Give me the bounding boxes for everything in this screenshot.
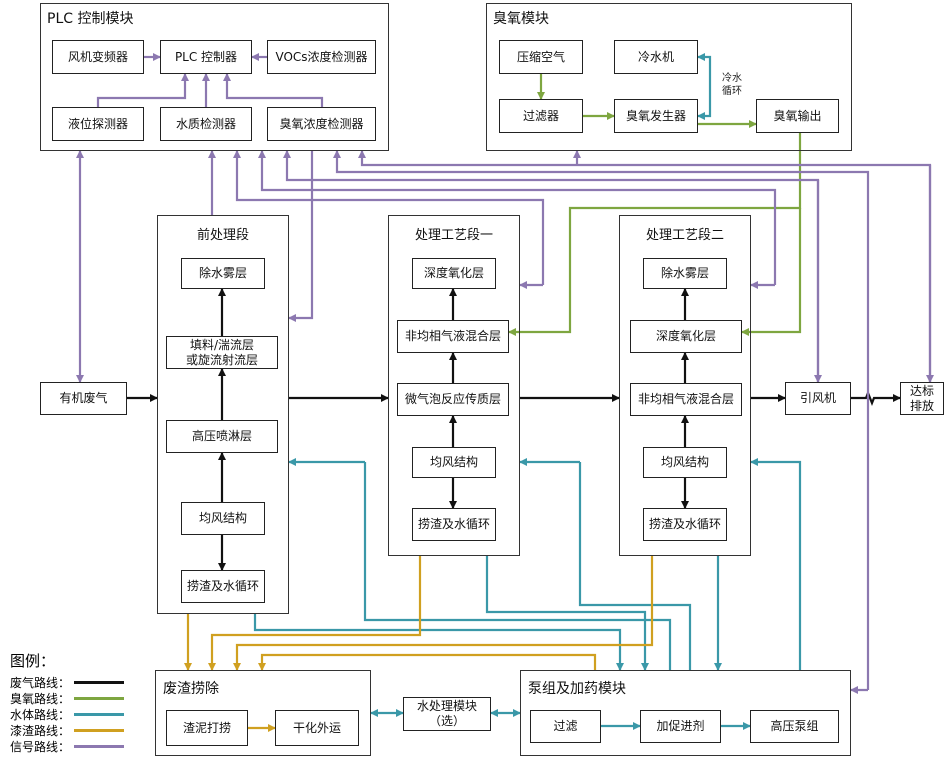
box-pre-wind: 均风结构 (181, 502, 265, 535)
box-pre-demist: 除水雾层 (181, 258, 265, 289)
box-o3-out: 臭氧输出 (756, 99, 839, 133)
water-line (697, 53, 712, 120)
signal-line (96, 73, 189, 107)
box-vocs: VOCs浓度检测器 (267, 40, 376, 74)
box-s1-deep: 深度氧化层 (412, 258, 496, 289)
slag-removal-module (155, 670, 371, 756)
water-line (750, 458, 802, 670)
ozone-module-title: 臭氧模块 (493, 11, 549, 27)
box-chiller: 冷水机 (614, 40, 698, 74)
pretreatment-title: 前处理段 (196, 228, 249, 243)
box-air: 压缩空气 (499, 40, 583, 74)
legend-swatch (74, 680, 125, 684)
signal-line (233, 150, 545, 285)
legend-label: 漆渣路线： (10, 723, 71, 738)
slag-line (233, 556, 654, 671)
box-pre-spray: 高压喷淋层 (166, 420, 278, 453)
box-s2-deep: 深度氧化层 (630, 320, 742, 353)
legend-swatch (74, 696, 125, 700)
legend-item: 废气路线： (10, 674, 125, 690)
slag-line (258, 653, 597, 671)
legend-item: 臭氧路线： (10, 690, 125, 706)
slag-line (208, 556, 422, 671)
box-fan: 引风机 (785, 382, 851, 415)
box-fan-vfd: 风机变频器 (52, 40, 144, 74)
water-line (363, 462, 672, 670)
box-pre-pack: 填料/湍流层 或旋流射流层 (166, 336, 278, 369)
legend-item: 水体路线： (10, 706, 125, 722)
box-s1-slag: 捞渣及水循环 (412, 508, 496, 541)
pump-dosing-module (520, 670, 851, 756)
stage-one (388, 215, 520, 556)
legend-swatch (74, 712, 125, 716)
legend-item: 信号路线： (10, 738, 125, 754)
exhaust-line (851, 390, 901, 406)
stage-two (619, 215, 751, 556)
box-o3-det: 臭氧浓度检测器 (267, 107, 376, 141)
box-filter: 过滤器 (499, 99, 583, 133)
box-dry: 干化外运 (275, 710, 359, 746)
box-level: 液位探测器 (52, 107, 144, 141)
plc-module (40, 3, 389, 151)
water-line (578, 462, 692, 670)
legend-item: 漆渣路线： (10, 722, 125, 738)
box-water-q: 水质检测器 (160, 107, 252, 141)
ozone-line (741, 208, 802, 336)
box-pf: 过滤 (530, 710, 601, 743)
box-wtm: 水处理模块 （选） (403, 697, 491, 731)
signal-line (288, 151, 314, 322)
legend: 图例： 废气路线： 臭氧路线： 水体路线： 漆渣路线： 信号路线： (10, 650, 125, 754)
legend-label: 臭氧路线： (10, 691, 71, 706)
legend-label: 信号路线： (10, 739, 71, 754)
box-pre-slag: 捞渣及水循环 (181, 570, 265, 603)
box-s2-demist: 除水雾层 (643, 258, 727, 289)
signal-line (223, 73, 324, 107)
box-s2-wind: 均风结构 (643, 447, 727, 478)
box-emit: 达标 排放 (900, 382, 944, 415)
box-hpp: 高压泵组 (750, 710, 839, 743)
box-s1-wind: 均风结构 (412, 447, 496, 478)
chiller-loop-label: 冷水 循环 (722, 73, 742, 97)
box-s1-micro: 微气泡反应传质层 (397, 383, 509, 416)
stage-two-title: 处理工艺段二 (645, 228, 724, 243)
signal-line (258, 150, 777, 285)
water-line (485, 556, 649, 671)
box-s1-mix: 非均相气液混合层 (397, 320, 509, 353)
ozone-line (508, 133, 802, 336)
box-gas-in: 有机废气 (40, 382, 127, 415)
box-o3-gen: 臭氧发生器 (614, 99, 698, 133)
legend-label: 废气路线： (10, 675, 71, 690)
legend-title: 图例： (10, 652, 56, 670)
box-s2-mix: 非均相气液混合层 (630, 383, 742, 416)
stage-one-title: 处理工艺段一 (414, 228, 493, 243)
water-line (253, 614, 624, 671)
signal-line (333, 150, 870, 690)
box-plc-ctrl: PLC 控制器 (160, 40, 252, 74)
legend-swatch (74, 744, 125, 748)
legend-swatch (74, 728, 125, 732)
ozone-module (486, 3, 852, 151)
plc-module-title: PLC 控制模块 (47, 11, 134, 27)
pump-dosing-title: 泵组及加药模块 (528, 681, 626, 697)
box-s2-slag: 捞渣及水循环 (643, 508, 727, 541)
pretreatment-stage (157, 215, 289, 614)
slag-removal-title: 废渣捞除 (163, 681, 219, 697)
legend-label: 水体路线： (10, 707, 71, 722)
box-sludge: 渣泥打捞 (166, 710, 248, 746)
box-accel: 加促进剂 (640, 710, 721, 743)
